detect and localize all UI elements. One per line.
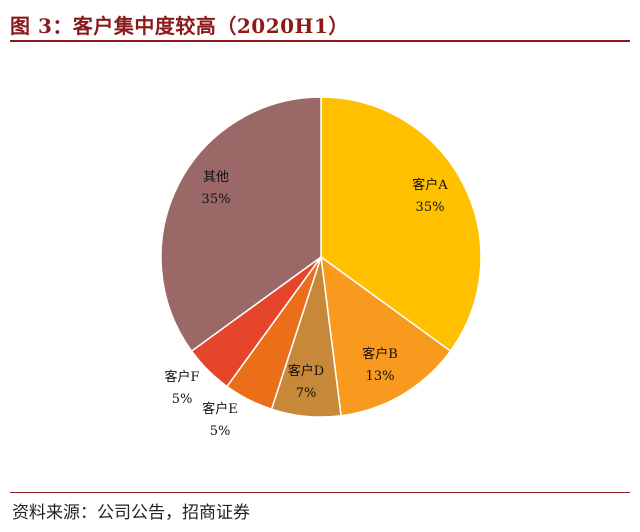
slice-value-label: 5% [210, 424, 231, 439]
slice-name-label: 客户A [412, 177, 448, 193]
pie-slices [160, 96, 482, 418]
pie-slice-1 [320, 96, 482, 353]
pie-labels: 客户A 35% 客户B 13% 客户D 7% 客户E 5% 客户F 5% 其他 35% [164, 170, 448, 439]
slice-value-label: 13% [366, 369, 395, 384]
pie-slice-6 [160, 96, 322, 353]
chart-title: 图 3：客户集中度较高（2020H1） [10, 14, 349, 38]
source-note: 资料来源：公司公告，招商证券 [12, 503, 250, 523]
slice-name-label: 其他 [203, 170, 229, 185]
slice-value-label: 35% [416, 200, 445, 215]
slice-name-label: 客户E [202, 401, 238, 417]
slice-name-label: 客户F [164, 369, 199, 385]
pie-chart-area: 客户A 35% 客户B 13% 客户D 7% 客户E 5% 客户F 5% 其他 35% [0, 43, 640, 493]
source-divider [10, 492, 630, 493]
slice-value-label: 5% [172, 392, 193, 407]
slice-value-label: 7% [296, 386, 317, 401]
slice-name-label: 客户D [288, 363, 324, 379]
pie-slice-2 [320, 255, 452, 417]
pie-chart: 客户A 35% 客户B 13% 客户D 7% 客户E 5% 客户F 5% 其他 35% [160, 96, 482, 439]
slice-name-label: 客户B [362, 346, 398, 362]
slice-value-label: 35% [202, 192, 231, 207]
title-divider [10, 40, 630, 42]
